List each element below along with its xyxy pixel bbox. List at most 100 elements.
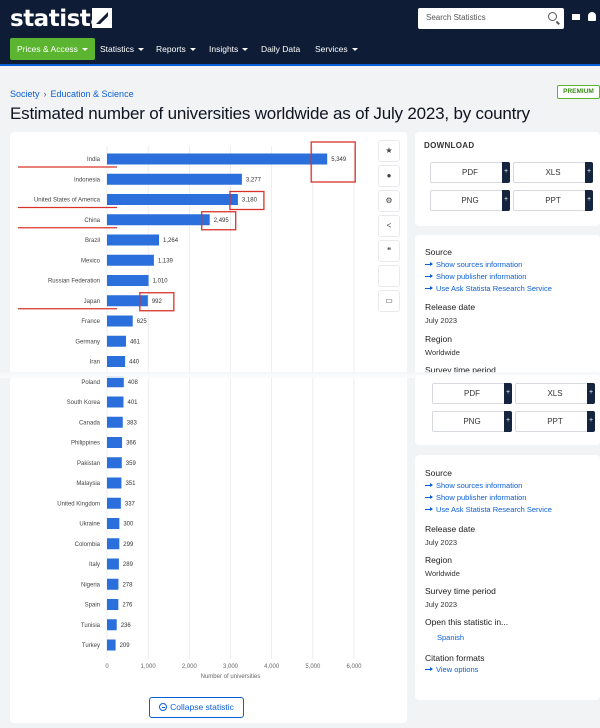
breadcrumb-society[interactable]: Society (10, 89, 40, 99)
show-sources-link[interactable]: Show sources information (425, 481, 522, 490)
statista-logo[interactable]: statista (10, 6, 106, 32)
nav-label: Services (315, 44, 348, 54)
survey-period-label: Survey time period (425, 586, 496, 596)
data-label: 1,264 (163, 238, 179, 244)
bar (107, 234, 160, 246)
settings-gear-icon[interactable]: ⚙ (378, 190, 400, 212)
mail-icon[interactable] (572, 14, 580, 20)
x-tick-label: 3,000 (223, 664, 239, 670)
category-label: Russian Federation (48, 279, 100, 285)
region-value: Worldwide (425, 569, 460, 578)
show-sources-link[interactable]: Show sources information (425, 260, 522, 269)
format-label: XLS (545, 168, 561, 177)
data-label: 1,139 (158, 258, 174, 264)
download-png-button[interactable]: PNG + (432, 411, 512, 432)
download-pdf-button[interactable]: PDF + (430, 162, 510, 183)
info-box: Source Show sources information Show pub… (415, 235, 600, 380)
download-ppt-button[interactable]: PPT + (515, 411, 595, 432)
premium-badge: PREMIUM (557, 85, 600, 99)
nav-services[interactable]: Services (315, 38, 358, 60)
data-label: 299 (123, 542, 134, 548)
download-pdf-button[interactable]: PDF + (432, 383, 512, 404)
data-label: 408 (128, 380, 139, 386)
nav-daily-data[interactable]: Daily Data (261, 38, 300, 60)
category-label: India (87, 157, 101, 163)
data-label: 366 (126, 441, 137, 447)
survey-period-value: July 2023 (425, 600, 458, 609)
arrow-right-icon (425, 483, 433, 487)
format-label: PNG (463, 417, 481, 426)
show-publisher-link[interactable]: Show publisher information (425, 272, 526, 281)
chevron-down-icon (81, 48, 88, 51)
chevron-down-icon (351, 48, 358, 51)
notification-bell-icon[interactable]: ● (378, 165, 400, 187)
download-xls-button[interactable]: XLS + (513, 162, 593, 183)
x-tick-label: 2,000 (182, 664, 198, 670)
breadcrumb-education-science[interactable]: Education & Science (50, 89, 134, 99)
bar (107, 639, 116, 651)
category-label: Indonesia (74, 177, 101, 183)
data-label: 401 (128, 400, 139, 406)
user-icon[interactable] (588, 12, 596, 21)
data-label: 236 (121, 623, 132, 629)
favorite-star-icon[interactable]: ★ (378, 140, 400, 162)
download-png-button[interactable]: PNG + (430, 190, 510, 211)
format-label: PDF (462, 168, 478, 177)
bar-chart: 0 1,000 2,000 3,000 4,000 5,000 6,000 Number of… (18, 141, 362, 680)
quote-icon[interactable]: ❝ (378, 240, 400, 262)
data-label: 289 (123, 562, 134, 568)
chevron-down-icon (138, 48, 145, 51)
nav-reports[interactable]: Reports (156, 38, 196, 60)
category-label: Canada (79, 420, 101, 426)
arrow-right-icon (425, 274, 433, 278)
release-date-value: July 2023 (425, 538, 458, 547)
statista-logo-icon[interactable] (92, 8, 112, 28)
bar (107, 376, 124, 388)
region-label: Region (425, 555, 452, 565)
data-label: 625 (137, 319, 148, 325)
region-value: Worldwide (425, 348, 460, 357)
link-label: Use Ask Statista Research Service (436, 505, 552, 514)
arrow-right-icon (425, 286, 433, 290)
open-in-spanish-link[interactable]: Spanish (437, 633, 465, 642)
page-title: Estimated number of universities worldwi… (10, 104, 530, 123)
info-icon[interactable] (378, 265, 400, 287)
arrow-right-icon (425, 495, 433, 499)
category-label: Colombia (75, 542, 101, 548)
download-ppt-button[interactable]: PPT + (513, 190, 593, 211)
nav-statistics[interactable]: Statistics (100, 38, 145, 60)
format-label: PPT (547, 417, 563, 426)
ask-research-link[interactable]: Use Ask Statista Research Service (425, 505, 552, 514)
view-options-link[interactable]: View options (425, 665, 478, 674)
data-label: 351 (125, 481, 136, 487)
search-input[interactable]: Search Statistics (418, 8, 564, 29)
collapse-label: Collapse statistic (170, 702, 234, 712)
release-date-label: Release date (425, 302, 476, 312)
category-label: Tunisia (81, 623, 101, 629)
search-icon[interactable] (548, 12, 557, 21)
link-label: Show sources information (436, 481, 523, 490)
download-box-lower: PDF + XLS + PNG + PPT + (415, 375, 600, 445)
data-label: 3,277 (246, 177, 262, 183)
print-icon[interactable]: ▭ (378, 290, 400, 312)
open-statistic-label: Open this statistic in... (425, 617, 509, 627)
share-icon[interactable]: < (378, 215, 400, 237)
category-label: Italy (89, 562, 100, 568)
screenshot-seam (0, 372, 600, 378)
download-xls-button[interactable]: XLS + (515, 383, 595, 404)
category-label: Philippines (71, 441, 100, 447)
plus-icon: + (587, 383, 595, 404)
data-label: 992 (152, 299, 163, 305)
show-publisher-link[interactable]: Show publisher information (425, 493, 526, 502)
nav-insights[interactable]: Insights (209, 38, 249, 60)
nav-label: Reports (156, 44, 186, 54)
x-tick-label: 4,000 (264, 664, 280, 670)
annotation-box (310, 141, 356, 183)
collapse-statistic-button[interactable]: Collapse statistic (149, 697, 244, 718)
data-label: 359 (126, 461, 137, 467)
nav-prices-access[interactable]: Prices & Access (10, 38, 95, 60)
main-nav: Prices & Access Statistics Reports Insig… (0, 38, 600, 60)
bar (107, 173, 242, 185)
x-tick-label: 6,000 (346, 664, 362, 670)
ask-research-link[interactable]: Use Ask Statista Research Service (425, 284, 552, 293)
